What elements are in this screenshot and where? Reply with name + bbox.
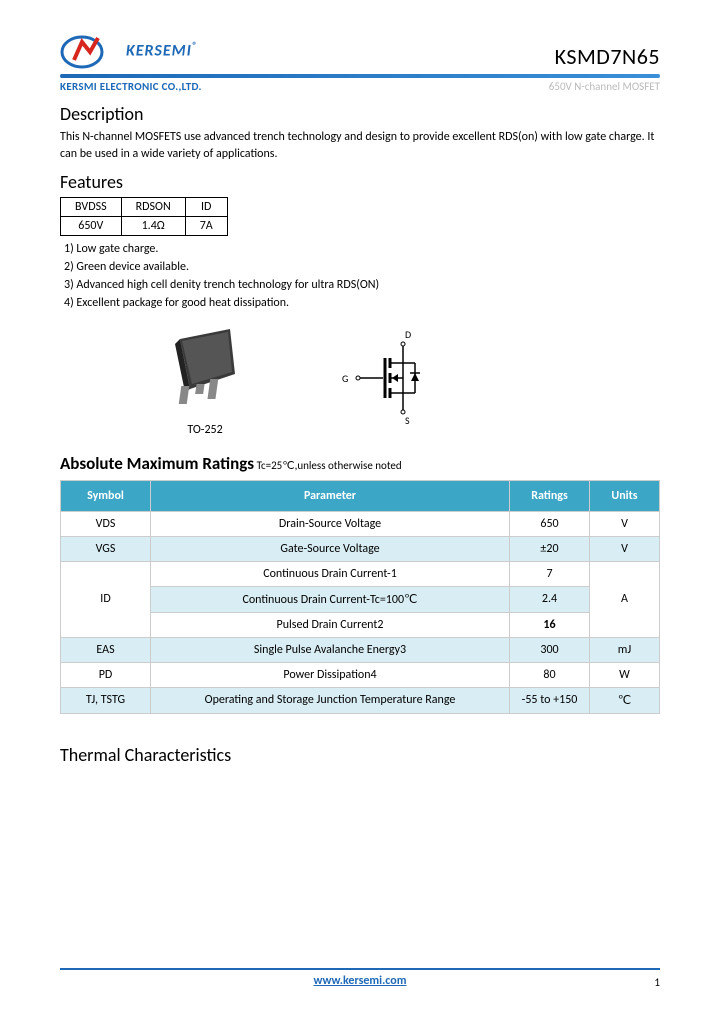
col-symbol: Symbol (61, 480, 151, 511)
mosfet-symbol-icon: D S G (330, 328, 450, 428)
cell: BVDSS (61, 197, 122, 216)
page-footer: www.kersemi.com 1 (60, 968, 660, 988)
features-list: 1) Low gate charge. 2) Green device avai… (60, 240, 660, 312)
cell-parameter: Drain-Source Voltage (151, 511, 510, 536)
cell-rating: 80 (510, 662, 590, 687)
table-row: IDContinuous Drain Current-17A (61, 561, 660, 586)
ratings-heading-row: Absolute Maximum Ratings Tc=25℃,unless o… (60, 453, 660, 474)
ratings-heading: Absolute Maximum Ratings (60, 453, 254, 474)
features-mini-table: BVDSS RDSON ID 650V 1.4Ω 7A (60, 197, 228, 236)
cell-parameter: Operating and Storage Junction Temperatu… (151, 687, 510, 713)
list-item: 2) Green device available. (60, 258, 660, 276)
table-row: BVDSS RDSON ID (61, 197, 228, 216)
table-row: Pulsed Drain Current216 (61, 612, 660, 637)
list-item: 3) Advanced high cell denity trench tech… (60, 276, 660, 294)
pin-s-label: S (405, 414, 410, 427)
col-ratings: Ratings (510, 480, 590, 511)
cell-unit: mJ (590, 637, 660, 662)
product-subtitle: 650V N-channel MOSFET (549, 80, 660, 93)
cell-rating: 300 (510, 637, 590, 662)
package-block: TO-252 (160, 324, 250, 437)
table-row: VGSGate-Source Voltage±20V (61, 536, 660, 561)
subheader: KERSMI ELECTRONIC CO.,LTD. 650V N-channe… (60, 80, 660, 93)
cell-rating: -55 to +150 (510, 687, 590, 713)
header-rule (60, 74, 660, 78)
cell-symbol: VDS (61, 511, 151, 536)
cell-symbol: PD (61, 662, 151, 687)
cell-parameter: Continuous Drain Current-1 (151, 561, 510, 586)
brand-text: KERSEMI® (126, 39, 198, 60)
table-row: 650V 1.4Ω 7A (61, 216, 228, 235)
table-row: Continuous Drain Current-Tc=100℃2.4 (61, 586, 660, 612)
cell-symbol: VGS (61, 536, 151, 561)
list-item: 1) Low gate charge. (60, 240, 660, 258)
part-number: KSMD7N65 (555, 43, 660, 70)
cell: 1.4Ω (121, 216, 185, 235)
cell-parameter: Gate-Source Voltage (151, 536, 510, 561)
description-text: This N-channel MOSFETS use advanced tren… (60, 129, 660, 163)
table-row: EASSingle Pulse Avalanche Energy3300mJ (61, 637, 660, 662)
page-number: 1 (654, 976, 660, 989)
cell-unit: ℃ (590, 687, 660, 713)
cell-unit: A (590, 561, 660, 637)
cell-unit: V (590, 511, 660, 536)
page-header: KERSEMI® KSMD7N65 (60, 30, 660, 70)
list-item: 4) Excellent package for good heat dissi… (60, 294, 660, 312)
company-name: KERSMI ELECTRONIC CO.,LTD. (60, 80, 202, 93)
table-header-row: Symbol Parameter Ratings Units (61, 480, 660, 511)
cell: ID (185, 197, 227, 216)
pin-g-label: G (342, 372, 348, 385)
brand-logo-icon (60, 30, 120, 70)
ratings-note: Tc=25℃,unless otherwise noted (254, 459, 402, 472)
package-row: TO-252 D S G (160, 324, 660, 437)
logo-block: KERSEMI® (60, 30, 198, 70)
table-row: PDPower Dissipation480W (61, 662, 660, 687)
description-heading: Description (60, 103, 660, 125)
cell: 7A (185, 216, 227, 235)
brand-name: KERSEMI (126, 42, 192, 61)
cell-rating: 16 (510, 612, 590, 637)
registered-mark: ® (192, 39, 198, 52)
cell-parameter: Pulsed Drain Current2 (151, 612, 510, 637)
cell-rating: 650 (510, 511, 590, 536)
cell-symbol: EAS (61, 637, 151, 662)
cell-parameter: Continuous Drain Current-Tc=100℃ (151, 586, 510, 612)
table-row: VDSDrain-Source Voltage650V (61, 511, 660, 536)
pin-d-label: D (405, 328, 411, 341)
thermal-heading: Thermal Characteristics (60, 744, 660, 766)
table-row: TJ, TSTGOperating and Storage Junction T… (61, 687, 660, 713)
cell-unit: W (590, 662, 660, 687)
cell-parameter: Power Dissipation4 (151, 662, 510, 687)
ratings-table: Symbol Parameter Ratings Units VDSDrain-… (60, 480, 660, 714)
cell-symbol: ID (61, 561, 151, 637)
mosfet-symbol-block: D S G (330, 328, 450, 433)
cell-symbol: TJ, TSTG (61, 687, 151, 713)
package-label: TO-252 (160, 423, 250, 437)
cell-parameter: Single Pulse Avalanche Energy3 (151, 637, 510, 662)
cell-unit: V (590, 536, 660, 561)
col-units: Units (590, 480, 660, 511)
cell: 650V (61, 216, 122, 235)
features-heading: Features (60, 171, 660, 193)
cell-rating: ±20 (510, 536, 590, 561)
cell-rating: 2.4 (510, 586, 590, 612)
cell-rating: 7 (510, 561, 590, 586)
col-parameter: Parameter (151, 480, 510, 511)
cell: RDSON (121, 197, 185, 216)
package-icon (160, 324, 250, 414)
footer-link[interactable]: www.kersemi.com (314, 974, 407, 988)
